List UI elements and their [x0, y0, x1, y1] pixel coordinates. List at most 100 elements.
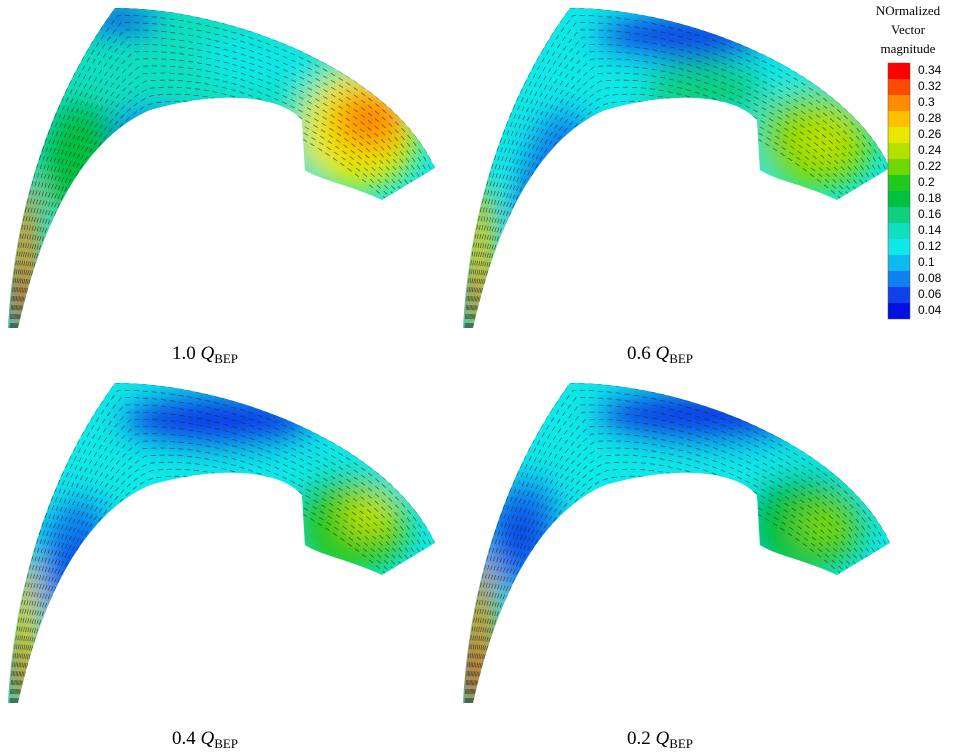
subscript: BEP [214, 351, 238, 366]
vector-line [10, 14, 432, 328]
contour-field [9, 8, 435, 328]
vector-line [13, 36, 420, 328]
vector-line [471, 433, 864, 703]
vector-line [10, 389, 432, 703]
colorbar-band [888, 239, 910, 255]
colorbar-tick-label: 0.28 [918, 111, 942, 125]
symbol: Q [200, 728, 214, 749]
vector-line [467, 29, 879, 328]
vector-line [12, 404, 424, 703]
colorbar-tick-label: 0.24 [918, 143, 942, 157]
colorbar-tick-label: 0.2 [918, 175, 935, 189]
vector-line [469, 44, 872, 328]
factor: 0.4 [172, 728, 196, 749]
colorbar-band [888, 287, 910, 303]
contour-panel: 0.6 QBEP [463, 8, 890, 366]
colorbar-band [888, 111, 910, 127]
contour-panel: 1.0 QBEP [8, 8, 435, 366]
vector-line [11, 397, 428, 703]
colorbar-tick-label: 0.16 [918, 207, 942, 221]
contour-field [464, 8, 890, 328]
vector-line [16, 58, 409, 328]
vector-line [465, 14, 887, 328]
vector-line [471, 58, 864, 328]
vector-line [464, 383, 890, 703]
colorbar-band [888, 191, 910, 207]
vector-line [466, 22, 883, 328]
contour-field [9, 383, 435, 703]
contour-blobs [10, 383, 430, 703]
contour-region [525, 110, 605, 230]
colorbar-band [888, 271, 910, 287]
colorbar-band [888, 127, 910, 143]
vector-line [469, 419, 872, 703]
vector-line [467, 404, 879, 703]
factor: 1.0 [172, 343, 196, 364]
colorbar-tick-label: 0.3 [918, 95, 935, 109]
contour-blobs [463, 383, 885, 703]
contour-region [520, 170, 570, 250]
colorbar-band [888, 175, 910, 191]
vector-line [17, 65, 405, 328]
contour-region [645, 60, 765, 120]
vector-line [465, 389, 887, 703]
vector-line [14, 44, 417, 328]
panel-label: 0.2 QBEP [627, 728, 693, 751]
vector-line [14, 419, 417, 703]
vector-line [472, 447, 856, 703]
vector-line [16, 433, 409, 703]
subscript: BEP [214, 736, 238, 751]
vector-line [9, 383, 435, 703]
vector-line [17, 447, 401, 703]
colorbar-tick-label: 0.06 [918, 287, 942, 301]
vector-line [15, 51, 413, 328]
colorbar-tick-label: 0.32 [918, 79, 942, 93]
colorbar-tick-label: 0.08 [918, 271, 942, 285]
vector-line [470, 51, 868, 328]
panel-label: 0.4 QBEP [172, 728, 238, 751]
colorbar-tick-label: 0.26 [918, 127, 942, 141]
factor: 0.2 [627, 728, 651, 749]
colorbar-band [888, 303, 910, 319]
colorbar-title: NOrmalized [876, 3, 941, 18]
colorbar-tick-label: 0.12 [918, 239, 942, 253]
symbol: Q [200, 343, 214, 364]
panel-label: 1.0 QBEP [172, 343, 238, 366]
symbol: Q [655, 728, 669, 749]
vector-line [468, 36, 875, 328]
colorbar-tick-label: 0.14 [918, 223, 942, 237]
colorbar-tick-label: 0.04 [918, 303, 942, 317]
colorbar-tick-label: 0.22 [918, 159, 942, 173]
colorbar-title: Vector [891, 22, 926, 37]
vector-line [17, 440, 405, 703]
vector-line [11, 22, 428, 328]
contour-region [40, 100, 120, 220]
symbol: Q [655, 343, 669, 364]
subscript: BEP [669, 351, 693, 366]
vector-line [472, 440, 860, 703]
contour-region [795, 500, 855, 550]
colorbar-title: magnitude [881, 41, 936, 56]
vector-line [9, 8, 435, 328]
colorbar-band [888, 207, 910, 223]
factor: 0.6 [627, 343, 651, 364]
contour-field [463, 383, 890, 703]
vector-line [12, 29, 424, 328]
vector-line [468, 411, 875, 703]
colorbar-band [888, 255, 910, 271]
vector-line [17, 72, 401, 328]
colorbar-frame [887, 62, 911, 320]
colorbar-band [888, 79, 910, 95]
contour-region [40, 495, 120, 635]
colorbar-band [888, 95, 910, 111]
vector-line [13, 411, 420, 703]
contour-region [60, 540, 100, 600]
colorbar-band [888, 63, 910, 79]
vector-line [15, 426, 413, 703]
subscript: BEP [669, 736, 693, 751]
contour-region [340, 490, 400, 540]
vector-line [472, 65, 860, 328]
panel-label: 0.6 QBEP [627, 343, 693, 366]
vector-line [470, 426, 868, 703]
